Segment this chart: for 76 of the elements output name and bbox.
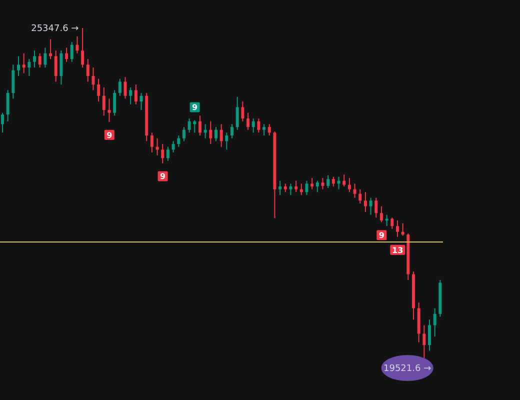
candlestick	[268, 124, 271, 136]
candlestick	[428, 319, 431, 352]
candlestick	[342, 174, 346, 187]
annotation: 9	[106, 130, 113, 140]
candlestick	[70, 42, 74, 62]
candlestick	[102, 86, 106, 116]
candlestick	[28, 58, 31, 77]
candlestick	[166, 146, 170, 162]
candlestick	[289, 183, 292, 196]
candlestick	[81, 28, 84, 68]
candlestick	[353, 183, 356, 198]
candlestick	[172, 140, 175, 153]
candlestick	[369, 197, 372, 216]
candlestick	[316, 180, 319, 193]
candlestick	[1, 112, 4, 134]
candlestick	[76, 36, 79, 54]
candlestick	[374, 197, 378, 218]
candlestick	[396, 220, 399, 238]
candlestick	[118, 78, 122, 96]
candlestick	[364, 192, 367, 212]
candlestick	[22, 52, 26, 74]
candlestick	[134, 84, 138, 105]
candlestick	[246, 112, 250, 130]
candlestick	[44, 47, 47, 68]
candlestick	[129, 86, 132, 105]
candlestick	[225, 132, 228, 150]
candlestick	[358, 188, 362, 204]
annotation: 13	[392, 246, 404, 255]
candlestick	[198, 115, 202, 136]
candlestick	[385, 214, 388, 227]
candlestick	[348, 177, 351, 193]
candlestick	[60, 50, 63, 86]
candlestick	[108, 98, 111, 122]
candlestick	[422, 324, 426, 358]
candlestick	[252, 118, 255, 134]
annotation: 9	[192, 103, 198, 112]
candlestick	[220, 124, 223, 148]
candlestick	[380, 206, 383, 223]
text: 19521.6 →	[384, 364, 432, 374]
candlestick	[294, 180, 298, 193]
candlestick	[278, 180, 282, 196]
candlestick	[33, 50, 36, 68]
annotation: 9	[378, 231, 385, 240]
candlestick	[150, 132, 154, 153]
candlestick	[236, 96, 239, 130]
candlestick	[12, 64, 15, 100]
candlestick	[161, 143, 164, 164]
annotation: 9	[160, 172, 166, 182]
candlestick	[257, 118, 260, 134]
candlestick	[17, 56, 20, 77]
annotation: 25347.6 →	[31, 24, 80, 34]
candlestick	[390, 217, 394, 230]
candlestick	[310, 177, 314, 190]
candlestick	[230, 124, 234, 139]
candlestick	[241, 101, 244, 122]
candlestick	[209, 120, 212, 144]
candlestick	[321, 177, 324, 190]
candlestick	[332, 176, 335, 187]
candlestick	[326, 174, 330, 189]
candlestick	[113, 90, 116, 116]
candlestick	[86, 58, 90, 82]
candlestick	[177, 134, 180, 148]
candlestick	[140, 92, 143, 110]
candlestick	[97, 78, 100, 102]
candlestick	[65, 47, 68, 62]
candlestick	[433, 308, 436, 338]
candlestick	[305, 180, 308, 196]
candlestick	[188, 118, 191, 134]
candlestick	[6, 90, 10, 122]
candlestick	[262, 124, 266, 136]
candlestick	[214, 126, 218, 142]
candlestick	[54, 50, 58, 82]
candlestick	[182, 126, 186, 142]
candlestick	[38, 52, 42, 68]
candlestick	[92, 67, 95, 91]
candlestick	[124, 76, 127, 100]
